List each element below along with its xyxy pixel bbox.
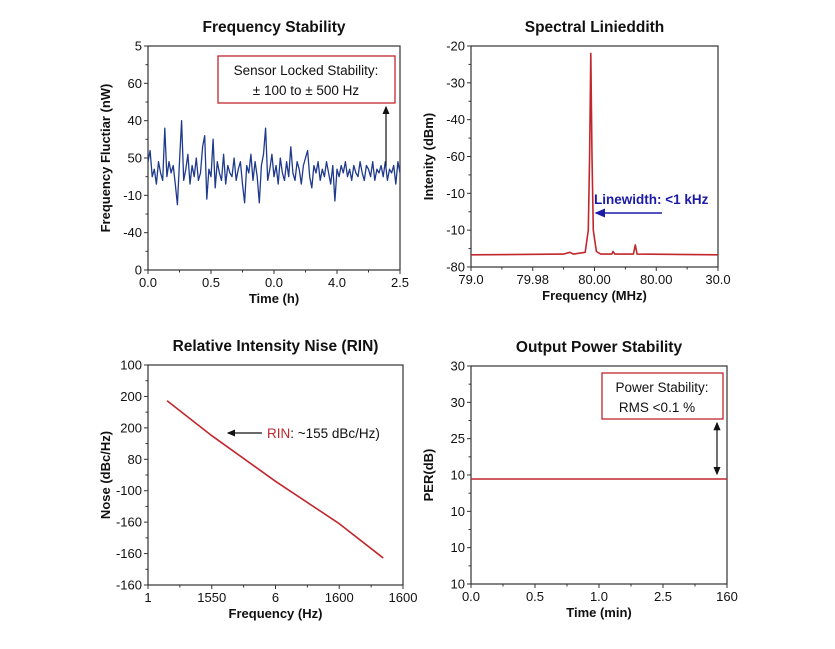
x-tick-label: 0.0 bbox=[265, 275, 283, 290]
y-axis-label: Nose (dBc/Hz) bbox=[98, 431, 113, 519]
annotation-box bbox=[217, 55, 396, 104]
annotation-rin: RIN: ~155 dBc/Hz) bbox=[226, 426, 380, 441]
annotation-frequency-stability: Sensor Locked Stability: ± 100 to ± 500 … bbox=[217, 55, 396, 166]
y-tick-label: 100 bbox=[120, 358, 142, 373]
annotation-line1: Power Stability: bbox=[615, 380, 708, 395]
x-tick-label: 79.0 bbox=[458, 272, 483, 287]
x-tick-label: 30.0 bbox=[705, 272, 730, 287]
y-tick-label: -100 bbox=[116, 483, 142, 498]
y-tick-label: 25 bbox=[451, 431, 465, 446]
x-tick-label: 1 bbox=[144, 590, 151, 605]
y-tick-label: -30 bbox=[446, 75, 465, 90]
annotation-line2: RMS <0.1 % bbox=[619, 400, 695, 415]
annotation-line2: ± 100 to ± 500 Hz bbox=[253, 83, 360, 98]
y-tick-label: 10 bbox=[451, 577, 465, 592]
chart-title: Relative Intensity Nise (RIN) bbox=[173, 338, 379, 355]
y-tick-label: 30 bbox=[451, 395, 465, 410]
x-tick-label: 1550 bbox=[197, 590, 226, 605]
series-line-spectrum bbox=[470, 52, 719, 256]
y-tick-label: -10 bbox=[123, 188, 142, 203]
panel-spectral-linewidth: Spectral Linieddith 79.0 79.98 80.00 80.00 30… bbox=[421, 19, 731, 303]
x-tick-label: 6 bbox=[272, 590, 279, 605]
y-tick-label: 40 bbox=[128, 113, 142, 128]
x-tick-label: 79.98 bbox=[516, 272, 549, 287]
x-tick-label: 4.0 bbox=[328, 275, 346, 290]
annotation-text: RIN: ~155 dBc/Hz) bbox=[267, 426, 380, 441]
panel-rin: Relative Intensity Nise (RIN) 1 1550 6 1600 1… bbox=[98, 338, 417, 621]
x-tick-label: 80.00 bbox=[640, 272, 673, 287]
x-tick-label: 0.0 bbox=[139, 275, 157, 290]
chart-title: Output Power Stability bbox=[516, 339, 683, 356]
annotation-rin-value: : ~155 dBc/Hz) bbox=[290, 426, 380, 441]
y-tick-label: 50 bbox=[128, 151, 142, 166]
y-tick-label: 60 bbox=[128, 76, 142, 91]
chart-title: Spectral Linieddith bbox=[525, 19, 665, 36]
y-tick-label: -160 bbox=[116, 546, 142, 561]
annotation-line1: Sensor Locked Stability: bbox=[234, 63, 379, 78]
y-tick-label: -40 bbox=[446, 112, 465, 127]
y-tick-label: 30 bbox=[451, 359, 465, 374]
y-tick-label: 0 bbox=[135, 263, 142, 278]
y-tick-label: -80 bbox=[446, 260, 465, 275]
x-tick-label: 80.00 bbox=[578, 272, 611, 287]
x-tick-label: 0.0 bbox=[462, 589, 480, 604]
x-axis-label: Time (min) bbox=[566, 605, 632, 620]
x-axis-label: Time (h) bbox=[249, 291, 299, 306]
y-tick-label: 80 bbox=[128, 452, 142, 467]
y-tick-label: -40 bbox=[123, 225, 142, 240]
y-tick-label: 5 bbox=[135, 39, 142, 54]
annotation-text: Linewidth: <1 kHz bbox=[594, 192, 709, 207]
x-tick-label: 1600 bbox=[325, 590, 354, 605]
x-tick-label: 2.5 bbox=[391, 275, 409, 290]
y-axis-label: PER(dB) bbox=[421, 449, 436, 502]
annotation-rin-label: RIN bbox=[267, 426, 290, 441]
y-tick-label: -160 bbox=[116, 578, 142, 593]
series-line-frequency-fluctuation bbox=[147, 120, 401, 206]
x-tick-label: 160 bbox=[716, 589, 738, 604]
y-tick-label: 10 bbox=[451, 540, 465, 555]
x-tick-label: 2.5 bbox=[654, 589, 672, 604]
y-axis-label: Intenity (dBm) bbox=[421, 113, 436, 200]
y-tick-label: 200 bbox=[120, 389, 142, 404]
y-tick-label: 10 bbox=[451, 504, 465, 519]
x-tick-label: 0.5 bbox=[202, 275, 220, 290]
x-tick-label: 1.0 bbox=[590, 589, 608, 604]
y-tick-label: -10 bbox=[446, 223, 465, 238]
y-tick-label: -160 bbox=[116, 515, 142, 530]
y-tick-label: 10 bbox=[451, 468, 465, 483]
y-tick-label: -10 bbox=[446, 186, 465, 201]
panel-frequency-stability: Frequency Stability 0.0 0.5 0.0 4.0 2.5 0 -40 -1… bbox=[98, 19, 409, 306]
panel-output-power-stability: Output Power Stability 0.0 0.5 1.0 2.5 160 10 1… bbox=[421, 339, 738, 620]
y-tick-label: -20 bbox=[446, 39, 465, 54]
series-line-rin bbox=[166, 400, 384, 559]
y-tick-label: 200 bbox=[120, 420, 142, 435]
x-axis-label: Frequency (MHz) bbox=[542, 288, 647, 303]
x-tick-label: 0.5 bbox=[526, 589, 544, 604]
x-axis-label: Frequency (Hz) bbox=[229, 606, 323, 621]
annotation-linewidth: Linewidth: <1 kHz bbox=[594, 192, 709, 218]
chart-title: Frequency Stability bbox=[203, 19, 346, 36]
x-tick-label: 1600 bbox=[389, 590, 418, 605]
plot-frame bbox=[147, 364, 404, 586]
annotation-box bbox=[601, 372, 724, 420]
annotation-power-stability: Power Stability: RMS <0.1 % bbox=[601, 372, 724, 476]
y-axis-label: Frequency Fluctiar (nW) bbox=[98, 84, 113, 233]
y-tick-label: -60 bbox=[446, 149, 465, 164]
